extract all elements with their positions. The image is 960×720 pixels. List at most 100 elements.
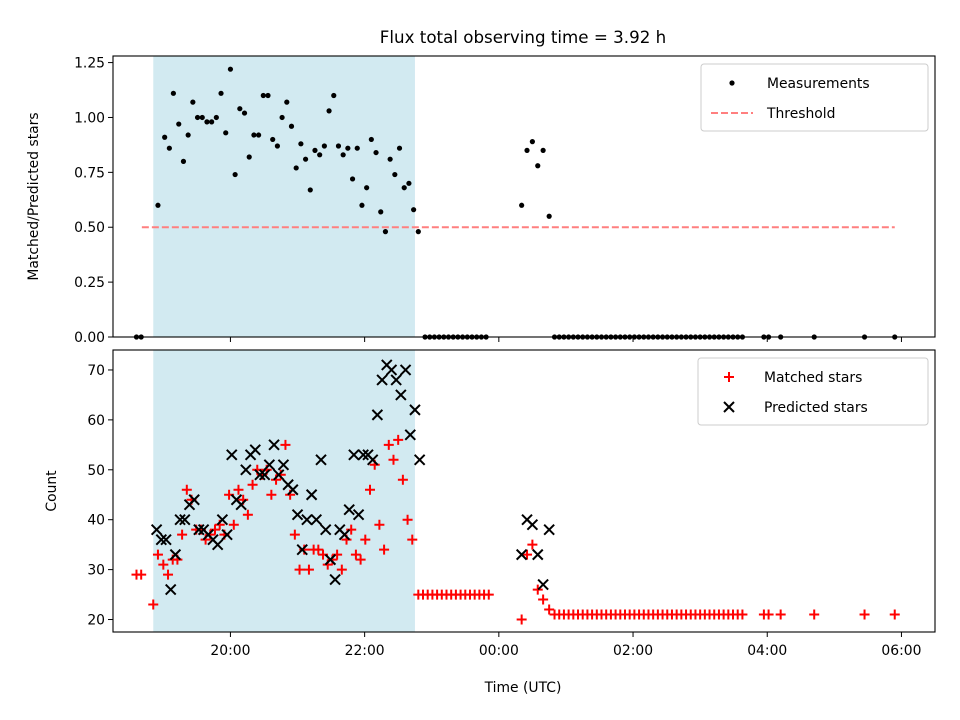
data-point	[199, 114, 205, 121]
data-point	[247, 479, 258, 490]
data-point	[265, 92, 271, 99]
data-point	[240, 464, 252, 476]
data-point	[526, 518, 539, 531]
data-point	[349, 176, 356, 182]
y-tick-label: 0.75	[74, 165, 105, 181]
series-matched-stars	[131, 434, 900, 625]
data-point	[889, 609, 900, 620]
data-point	[152, 549, 163, 560]
shaded-region	[153, 56, 415, 337]
x-tick-label: 04:00	[747, 643, 787, 659]
data-point	[360, 534, 371, 545]
data-point	[296, 543, 308, 556]
data-point	[775, 609, 786, 620]
data-point	[291, 509, 304, 521]
data-point	[393, 434, 404, 445]
data-point	[165, 583, 177, 596]
data-point	[301, 513, 313, 526]
data-point	[179, 513, 191, 526]
data-point	[136, 569, 147, 580]
data-point	[237, 106, 243, 112]
data-point	[396, 145, 403, 151]
legend-box	[697, 357, 929, 426]
data-point	[298, 141, 304, 147]
data-point	[392, 171, 398, 178]
data-point	[535, 163, 541, 169]
data-point	[382, 229, 389, 235]
data-point	[359, 202, 365, 208]
data-point	[385, 364, 398, 376]
data-point	[289, 529, 300, 540]
data-point	[522, 549, 533, 560]
data-point	[395, 389, 407, 401]
data-point	[324, 553, 337, 566]
data-point	[515, 548, 528, 561]
data-point	[365, 484, 376, 495]
data-point	[315, 454, 327, 466]
legend-marker	[723, 401, 735, 413]
data-point	[232, 171, 238, 178]
data-point	[277, 459, 290, 471]
data-point	[274, 143, 280, 149]
data-point	[364, 185, 370, 191]
data-point	[228, 519, 239, 530]
data-point	[538, 594, 549, 605]
data-point	[273, 469, 285, 481]
data-point	[397, 474, 408, 485]
data-point	[483, 589, 494, 600]
data-point	[543, 523, 555, 536]
data-point	[284, 99, 290, 105]
data-point	[150, 523, 163, 536]
data-point	[378, 209, 384, 215]
data-point	[177, 529, 188, 540]
data-point	[302, 156, 309, 162]
legend-marker	[729, 80, 735, 86]
data-point	[235, 499, 247, 511]
y-tick-label: 0.50	[74, 220, 105, 236]
y-tick-label: 50	[87, 463, 105, 479]
data-point	[166, 145, 172, 151]
data-point	[305, 489, 318, 501]
data-point	[221, 528, 233, 541]
data-point	[406, 180, 412, 186]
top-panel: 0.00 0.25 0.50 0.75 1.00 1.25 Matched/Predicte…	[26, 55, 936, 346]
data-point	[546, 213, 552, 219]
data-point	[516, 614, 527, 625]
data-point	[169, 548, 182, 561]
data-point	[227, 66, 234, 72]
data-point	[737, 609, 748, 620]
data-point	[399, 364, 412, 376]
data-point	[303, 564, 314, 575]
data-point	[376, 374, 388, 386]
legend: Measurements Threshold	[700, 63, 929, 132]
data-point	[190, 99, 196, 105]
data-point	[340, 152, 346, 158]
data-point	[312, 147, 318, 153]
data-point	[288, 123, 295, 129]
x-axis-label: Time (UTC)	[484, 680, 562, 696]
data-point	[246, 154, 252, 160]
data-point	[371, 409, 384, 421]
data-point	[218, 90, 224, 96]
legend-label: Predicted stars	[764, 400, 868, 416]
data-point	[335, 143, 342, 149]
data-point	[387, 156, 393, 162]
legend-box	[700, 63, 929, 132]
data-point	[226, 449, 238, 461]
data-point	[409, 404, 421, 416]
x-tick-label: 22:00	[345, 643, 385, 659]
data-point	[352, 509, 365, 521]
y-axis-label: Count	[44, 470, 60, 512]
data-point	[354, 145, 360, 151]
data-point	[279, 114, 285, 121]
data-point	[402, 514, 413, 525]
data-point	[158, 559, 169, 570]
data-point	[350, 549, 361, 560]
y-tick-label: 1.25	[74, 56, 105, 72]
legend-marker	[724, 372, 734, 382]
data-point	[188, 494, 200, 506]
data-point	[331, 92, 337, 99]
data-point	[213, 114, 219, 121]
data-point	[373, 149, 379, 156]
data-point	[185, 132, 191, 138]
